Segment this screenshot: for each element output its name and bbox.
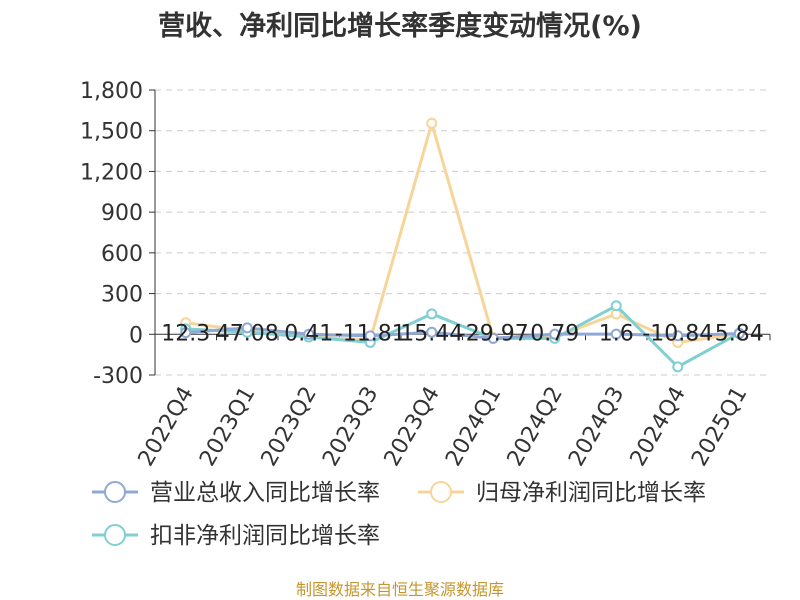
grid-lines: [155, 89, 770, 376]
legend-item: 归母净利润同比增长率: [418, 480, 706, 506]
series-point: [364, 330, 376, 342]
legend-label: 营业总收入同比增长率: [150, 480, 380, 506]
y-tick-label: -300: [93, 364, 143, 389]
y-tick-label: 300: [101, 283, 143, 308]
series-point: [487, 332, 499, 344]
data-label: 0.41: [284, 321, 333, 346]
y-tick-label: 0: [129, 323, 143, 348]
legend-label: 归母净利润同比增长率: [476, 480, 706, 506]
x-tick-label: 2023Q3: [318, 383, 383, 471]
data-label: 15.44: [400, 321, 463, 346]
data-label: 1.6: [599, 321, 634, 346]
y-tick-label: 1,500: [80, 120, 143, 145]
x-tick-label: 2023Q4: [380, 383, 445, 471]
series-point: [426, 326, 438, 338]
y-tick-label: 600: [101, 242, 143, 267]
legend-label: 扣非净利润同比增长率: [150, 523, 380, 549]
x-tick-label: 2024Q1: [441, 383, 506, 471]
legend-marker: [430, 481, 452, 503]
series-line: [185, 326, 740, 340]
data-label: -10.84: [642, 321, 713, 346]
data-label: -11.81: [335, 321, 406, 346]
x-axis: 2022Q42023Q12023Q22023Q32023Q42024Q12024…: [134, 333, 771, 471]
data-label: -29.97: [458, 321, 529, 346]
x-tick-label: 2022Q4: [134, 383, 199, 471]
legend-item: 扣非净利润同比增长率: [92, 523, 380, 549]
series-point: [672, 330, 684, 342]
y-axis: -300 0 300 600 900 1,200 1,500 1,800: [80, 79, 156, 389]
series-point: [549, 328, 561, 340]
series-point: [610, 328, 622, 340]
y-tick-label: 900: [101, 201, 143, 226]
series-point: [303, 328, 315, 340]
legend-marker: [104, 524, 126, 546]
series-lines: [180, 117, 745, 373]
chart-title: 营收、净利同比增长率季度变动情况(%): [158, 11, 642, 42]
series-line: [185, 121, 740, 344]
data-label: 5.84: [715, 321, 764, 346]
series-point: [733, 327, 745, 339]
series-point: [610, 300, 622, 312]
legend-item: 营业总收入同比增长率: [92, 480, 380, 506]
series-point: [672, 361, 684, 373]
legend-marker: [104, 481, 126, 503]
x-tick-label: 2023Q2: [257, 383, 322, 471]
y-tick-label: 1,200: [80, 160, 143, 185]
series-point: [426, 308, 438, 320]
y-tick-label: 1,800: [80, 79, 143, 104]
x-tick-label: 2024Q2: [503, 383, 568, 471]
x-tick-label: 2023Q1: [195, 383, 260, 471]
series-point: [241, 322, 253, 334]
x-tick-label: 2025Q1: [687, 383, 752, 471]
x-tick-label: 2024Q4: [626, 383, 691, 471]
data-label: 47.08: [216, 321, 279, 346]
series-point: [180, 327, 192, 339]
source-note: 制图数据来自恒生聚源数据库: [295, 580, 504, 599]
data-label: 0.79: [530, 321, 579, 346]
x-tick-label: 2024Q3: [564, 383, 629, 471]
series-point: [426, 117, 438, 129]
data-label: 12.3: [161, 321, 210, 346]
